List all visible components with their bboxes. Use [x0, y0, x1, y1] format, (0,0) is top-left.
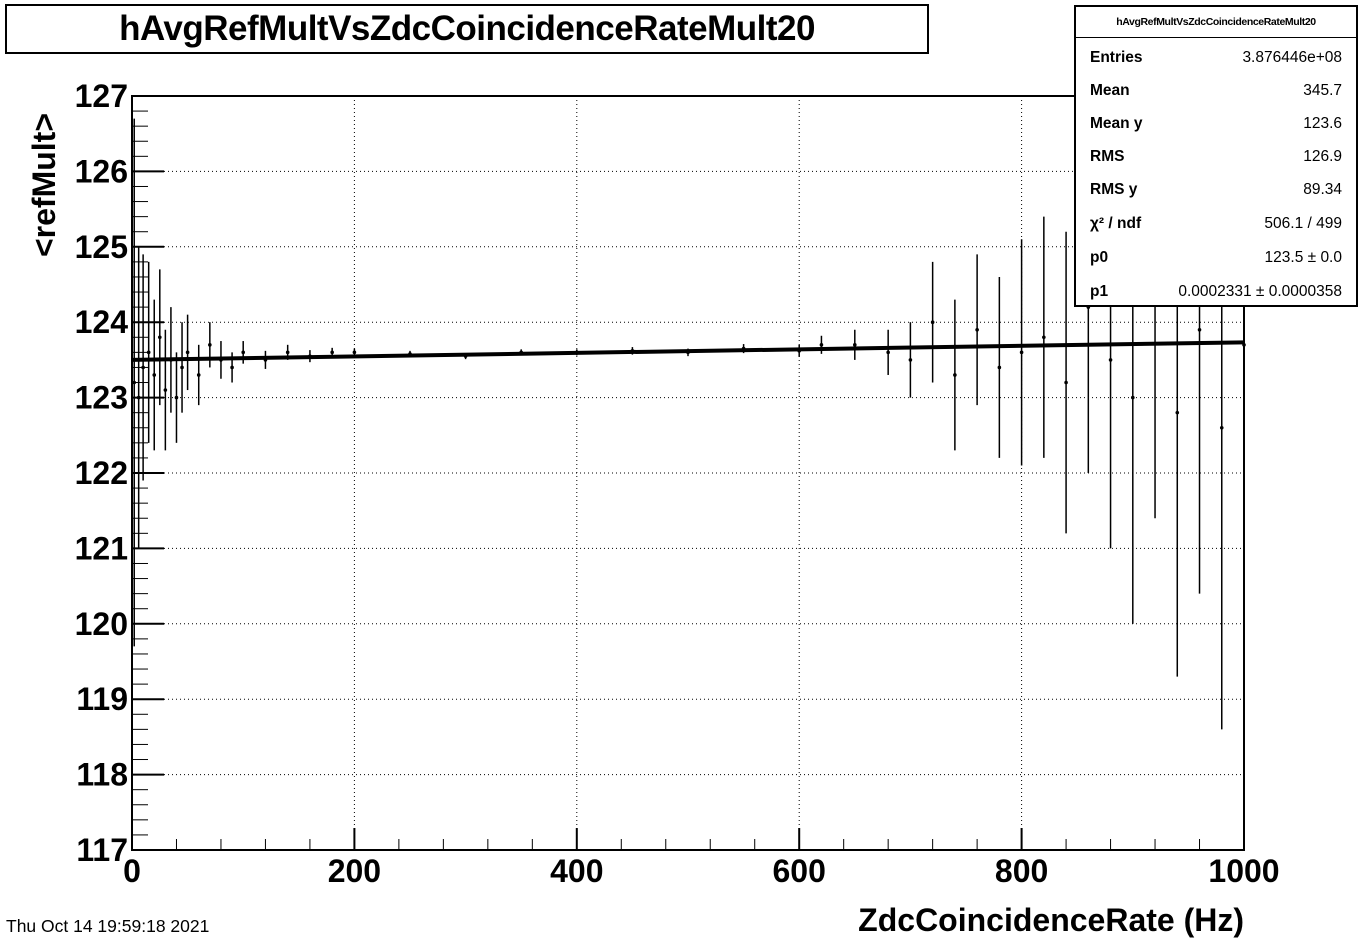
stats-key: Mean y — [1090, 114, 1143, 132]
x-tick-label: 200 — [328, 853, 381, 889]
chart-title-box: hAvgRefMultVsZdcCoincidenceRateMult20 — [5, 4, 929, 54]
x-tick-label: 1000 — [1208, 853, 1279, 889]
data-point — [1019, 350, 1024, 355]
stats-row-mean-y: Mean y 123.6 — [1090, 107, 1342, 140]
data-point — [997, 365, 1002, 370]
data-point — [853, 343, 857, 347]
stats-row-entries: Entries 3.876446e+08 — [1090, 41, 1342, 74]
y-tick-label: 117 — [76, 832, 128, 868]
data-point — [1219, 425, 1224, 430]
data-point — [330, 350, 334, 355]
data-point — [141, 365, 145, 370]
stats-value: 3.876446e+08 — [1242, 48, 1342, 66]
data-point — [152, 373, 157, 377]
data-point — [953, 373, 957, 377]
data-point — [1175, 410, 1180, 415]
x-tick-label: 800 — [995, 853, 1048, 889]
data-point — [975, 327, 979, 332]
data-point — [1064, 380, 1068, 385]
y-tick-label: 124 — [75, 304, 129, 340]
stats-key: Mean — [1090, 81, 1130, 99]
data-point — [132, 380, 137, 385]
stats-row-rms: RMS 126.9 — [1090, 140, 1342, 173]
data-point — [930, 320, 935, 325]
chart-title: hAvgRefMultVsZdcCoincidenceRateMult20 — [119, 9, 815, 48]
data-point — [158, 335, 162, 340]
y-tick-label: 127 — [75, 78, 128, 114]
stats-row-chi2: χ² / ndf 506.1 / 499 — [1090, 207, 1342, 240]
y-tick-label: 123 — [75, 380, 128, 416]
stats-value: 0.0002331 ± 0.0000358 — [1178, 282, 1342, 300]
stats-key: Entries — [1090, 48, 1143, 66]
stats-value: 123.5 ± 0.0 — [1264, 248, 1342, 266]
y-axis-label: <refMult> — [26, 112, 62, 257]
stats-key: p1 — [1090, 282, 1109, 300]
data-point — [1131, 395, 1135, 400]
stats-header: hAvgRefMultVsZdcCoincidenceRateMult20 — [1076, 7, 1356, 38]
stats-value: 345.7 — [1303, 81, 1342, 99]
data-point — [146, 350, 151, 355]
y-tick-label: 122 — [75, 455, 128, 491]
data-point — [196, 373, 201, 377]
stats-box: hAvgRefMultVsZdcCoincidenceRateMult20 En… — [1074, 5, 1358, 307]
x-tick-label: 600 — [773, 853, 826, 889]
stats-row-mean: Mean 345.7 — [1090, 74, 1342, 107]
data-point — [1042, 335, 1046, 340]
stats-value: 89.34 — [1303, 180, 1342, 198]
data-point — [285, 350, 290, 355]
stats-key: RMS y — [1090, 180, 1138, 198]
stats-row-p0: p0 123.5 ± 0.0 — [1090, 241, 1342, 274]
data-point — [352, 350, 357, 355]
stats-value: 506.1 / 499 — [1264, 214, 1342, 232]
y-tick-label: 118 — [76, 757, 128, 793]
data-point — [1108, 358, 1113, 362]
x-tick-label: 0 — [123, 853, 141, 889]
data-point — [174, 395, 179, 400]
x-axis-label: ZdcCoincidenceRate (Hz) — [858, 902, 1244, 938]
data-point — [908, 358, 913, 362]
data-point — [208, 343, 212, 347]
stats-row-rms-y: RMS y 89.34 — [1090, 173, 1342, 206]
data-point — [819, 343, 824, 347]
data-point — [180, 365, 184, 370]
data-point — [241, 350, 245, 355]
y-tick-label: 126 — [75, 153, 128, 189]
stats-key: χ² / ndf — [1090, 214, 1142, 232]
data-point — [886, 350, 890, 355]
data-point — [230, 365, 234, 370]
data-point — [1197, 327, 1202, 332]
fit-line — [131, 340, 1245, 362]
y-tick-label: 121 — [75, 530, 128, 566]
stats-value: 126.9 — [1303, 147, 1342, 165]
timestamp: Thu Oct 14 19:59:18 2021 — [6, 916, 210, 936]
data-point — [136, 395, 141, 400]
y-tick-label: 119 — [76, 681, 128, 717]
stats-row-p1: p1 0.0002331 ± 0.0000358 — [1090, 275, 1342, 308]
stats-value: 123.6 — [1303, 114, 1342, 132]
y-tick-label: 120 — [75, 606, 128, 642]
stats-key: RMS — [1090, 147, 1125, 165]
data-point — [163, 388, 168, 392]
x-tick-label: 400 — [550, 853, 603, 889]
y-tick-label: 125 — [75, 229, 128, 265]
stats-key: p0 — [1090, 248, 1109, 266]
data-point — [185, 350, 190, 355]
